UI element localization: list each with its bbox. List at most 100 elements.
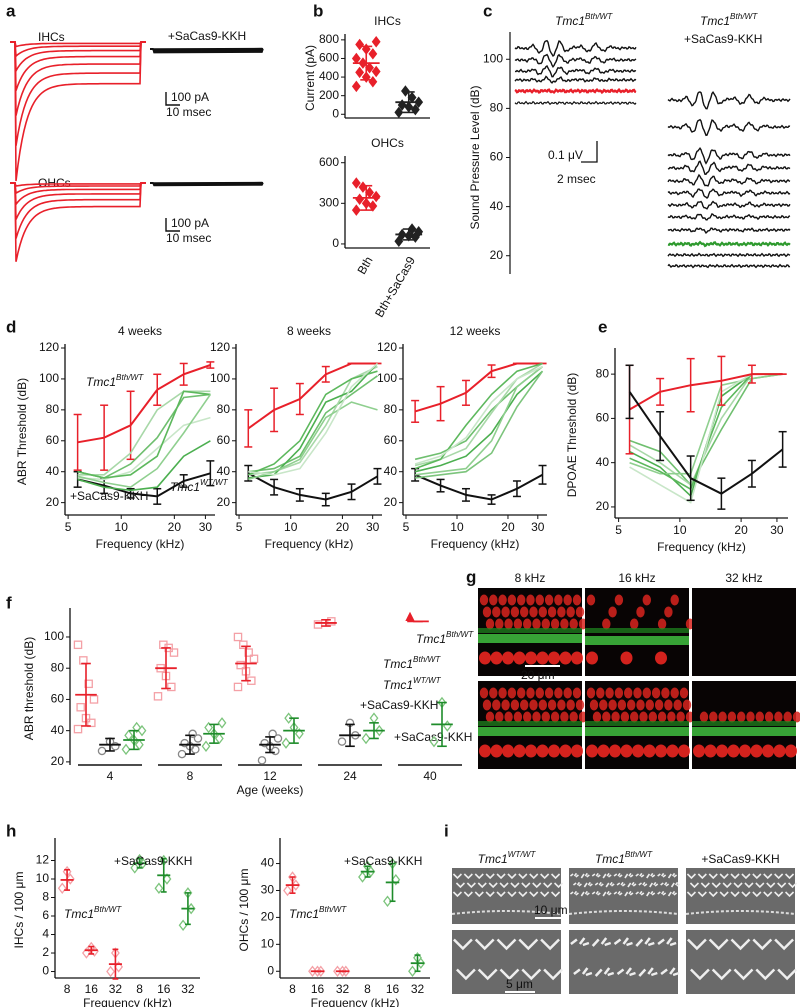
current-trace bbox=[10, 41, 146, 48]
abr-trace bbox=[667, 263, 791, 269]
x-tick-label: 40 bbox=[423, 769, 437, 783]
hair-bundle bbox=[540, 873, 550, 880]
cell bbox=[664, 699, 673, 711]
cell bbox=[490, 651, 503, 665]
series-name: Tmc1Bth/WT bbox=[64, 905, 122, 921]
hair-bundle bbox=[667, 890, 678, 897]
cell bbox=[589, 699, 599, 711]
hair-bundle bbox=[477, 968, 498, 981]
label-superscript: Bth/WT bbox=[94, 905, 122, 914]
data-point bbox=[188, 729, 197, 739]
cell bbox=[525, 744, 537, 758]
y-tick-label: 80 bbox=[384, 402, 398, 416]
stain-band bbox=[478, 721, 582, 726]
data-point bbox=[154, 882, 164, 895]
current-trace bbox=[10, 41, 146, 74]
data-point bbox=[130, 862, 140, 874]
y-tick-label: 80 bbox=[217, 402, 231, 416]
data-point bbox=[337, 737, 347, 746]
cell bbox=[513, 744, 526, 758]
cell bbox=[630, 711, 639, 723]
hair-bundle bbox=[474, 938, 495, 951]
cell bbox=[569, 711, 578, 723]
hair-bundle bbox=[499, 968, 520, 981]
chart-title: OHCs bbox=[371, 136, 404, 150]
y-tick-label: 100 bbox=[39, 371, 59, 385]
cell bbox=[648, 711, 657, 723]
cell bbox=[495, 618, 504, 630]
cell bbox=[657, 618, 667, 630]
y-tick-label: 20 bbox=[490, 248, 504, 262]
label-base: Tmc1 bbox=[700, 14, 730, 28]
hair-bundle bbox=[763, 873, 773, 880]
cell bbox=[507, 687, 517, 699]
cell bbox=[541, 618, 550, 630]
cell bbox=[550, 711, 560, 723]
cell bbox=[501, 606, 510, 618]
x-tick-label: 4 bbox=[107, 769, 114, 783]
current-trace bbox=[10, 41, 146, 116]
data-point bbox=[394, 235, 404, 247]
y-tick-label: 0 bbox=[42, 964, 49, 978]
hair-bundle bbox=[774, 891, 784, 898]
data-point bbox=[284, 712, 294, 724]
cell bbox=[520, 606, 529, 618]
y-tick-label: 20 bbox=[46, 495, 60, 509]
cell bbox=[538, 606, 547, 618]
hair-bundle bbox=[591, 937, 612, 947]
series-line bbox=[629, 373, 783, 504]
column-label: 8 kHz bbox=[515, 571, 546, 585]
label-base: Tmc1 bbox=[416, 632, 446, 646]
cell bbox=[699, 711, 709, 723]
data-point bbox=[257, 756, 267, 765]
cell bbox=[557, 699, 566, 711]
data-point bbox=[73, 724, 83, 734]
column-label: Tmc1Bth/WT bbox=[595, 850, 653, 866]
cell bbox=[563, 687, 572, 699]
x-tick-label: 16 bbox=[85, 982, 99, 996]
y-tick-label: 0 bbox=[267, 963, 274, 977]
hair-bundle bbox=[591, 890, 601, 896]
stain-band bbox=[585, 727, 689, 736]
data-point bbox=[204, 721, 214, 734]
cell bbox=[727, 744, 740, 758]
hair-bundle bbox=[580, 872, 590, 879]
y-axis-label: Current (pA) bbox=[303, 45, 317, 111]
scale-bar bbox=[581, 141, 598, 163]
data-point bbox=[351, 177, 361, 189]
stain-band bbox=[478, 634, 582, 643]
cell bbox=[513, 711, 523, 723]
hair-bundle bbox=[521, 882, 531, 889]
column-label: Tmc1WT/WT bbox=[478, 850, 537, 866]
data-point bbox=[233, 632, 243, 642]
cell bbox=[645, 699, 654, 711]
label-superscript: Bth/WT bbox=[413, 655, 441, 664]
x-axis-label: Age (weeks) bbox=[237, 783, 304, 797]
data-point bbox=[153, 692, 163, 701]
x-tick-label: 20 bbox=[336, 520, 350, 534]
cell bbox=[670, 594, 679, 606]
abr-trace bbox=[514, 39, 637, 58]
current-trace bbox=[10, 182, 146, 220]
cell bbox=[746, 711, 755, 723]
hair-bundle bbox=[605, 881, 615, 888]
cell bbox=[492, 606, 501, 618]
hair-bundle bbox=[774, 873, 784, 880]
data-point bbox=[358, 871, 367, 883]
y-tick-label: 400 bbox=[319, 69, 339, 83]
cell bbox=[667, 711, 676, 723]
cell bbox=[678, 744, 690, 758]
cell bbox=[547, 606, 557, 618]
series-line bbox=[629, 373, 783, 475]
hair-bundle bbox=[777, 968, 797, 981]
data-point bbox=[73, 640, 83, 650]
data-point bbox=[368, 200, 378, 212]
y-tick-label: 80 bbox=[46, 402, 60, 416]
hair-bundle bbox=[496, 938, 517, 951]
cell bbox=[529, 699, 538, 711]
cell bbox=[664, 606, 673, 618]
cell bbox=[627, 699, 636, 711]
series-name: +SaCas9-KKH bbox=[70, 489, 148, 503]
data-point bbox=[355, 193, 365, 206]
